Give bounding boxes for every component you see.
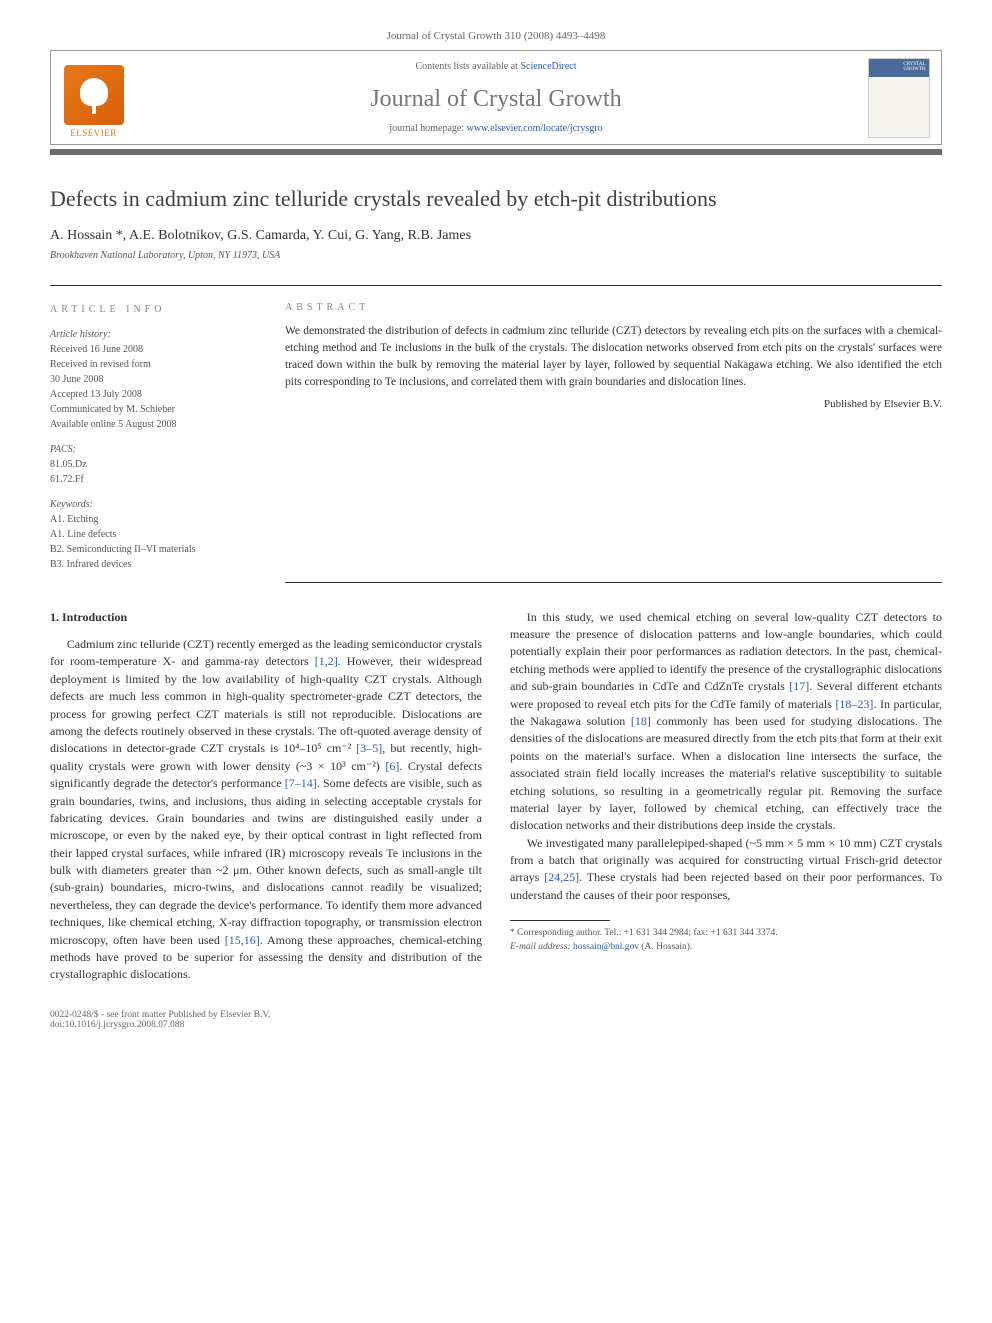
banner-center: Contents lists available at ScienceDirec…	[136, 51, 856, 144]
history-heading: Article history:	[50, 327, 255, 342]
journal-cover-block: CRYSTALGROWTH	[856, 51, 941, 144]
footnote-rule	[510, 920, 610, 921]
journal-title: Journal of Crystal Growth	[146, 86, 846, 113]
keyword: B3. Infrared devices	[50, 557, 255, 572]
email-line: E-mail address: hossain@bnl.gov (A. Hoss…	[510, 941, 942, 954]
published-by: Published by Elsevier B.V.	[285, 398, 942, 410]
history-revised: Received in revised form	[50, 357, 255, 372]
doi-line: doi:10.1016/j.jcrysgro.2008.07.088	[50, 1020, 942, 1030]
history-online: Available online 5 August 2008	[50, 417, 255, 432]
corr-author-line: * Corresponding author. Tel.: +1 631 344…	[510, 927, 942, 940]
abstract-text: We demonstrated the distribution of defe…	[285, 323, 942, 392]
citation-link[interactable]: [18–23]	[835, 697, 873, 711]
history-communicated: Communicated by M. Schieber	[50, 402, 255, 417]
pacs-heading: PACS:	[50, 442, 255, 457]
abstract-column: ABSTRACT We demonstrated the distributio…	[285, 302, 942, 572]
publisher-logo-block: ELSEVIER	[51, 51, 136, 144]
journal-cover-icon: CRYSTALGROWTH	[868, 58, 930, 138]
keyword: A1. Etching	[50, 512, 255, 527]
keyword: A1. Line defects	[50, 527, 255, 542]
contents-prefix: Contents lists available at	[415, 61, 520, 72]
contents-available-line: Contents lists available at ScienceDirec…	[146, 61, 846, 72]
citation-link[interactable]: [7–14]	[285, 776, 317, 790]
section-heading-intro: 1. Introduction	[50, 609, 482, 626]
tree-icon	[75, 76, 113, 114]
homepage-link[interactable]: www.elsevier.com/locate/jcrysgro	[467, 123, 603, 134]
pacs-code: 61.72.Ff	[50, 472, 255, 487]
issn-line: 0022-0248/$ - see front matter Published…	[50, 1010, 942, 1020]
page-footer: 0022-0248/$ - see front matter Published…	[50, 1010, 942, 1030]
keyword: B2. Semiconducting II–VI materials	[50, 542, 255, 557]
elsevier-logo-icon	[64, 65, 124, 125]
homepage-prefix: journal homepage:	[389, 123, 466, 134]
citation-link[interactable]: [17]	[789, 679, 809, 693]
affiliation: Brookhaven National Laboratory, Upton, N…	[50, 250, 942, 261]
publisher-banner: ELSEVIER Contents lists available at Sci…	[50, 50, 942, 145]
citation-link[interactable]: [1,2]	[315, 654, 338, 668]
abstract-heading: ABSTRACT	[285, 302, 942, 313]
body-para: We investigated many parallelepiped-shap…	[510, 835, 942, 905]
info-abstract-row: ARTICLE INFO Article history: Received 1…	[50, 285, 942, 572]
body-para: In this study, we used chemical etching …	[510, 609, 942, 835]
history-accepted: Accepted 13 July 2008	[50, 387, 255, 402]
running-header: Journal of Crystal Growth 310 (2008) 449…	[50, 30, 942, 42]
homepage-line: journal homepage: www.elsevier.com/locat…	[146, 123, 846, 134]
history-received: Received 16 June 2008	[50, 342, 255, 357]
citation-link[interactable]: [15,16]	[225, 933, 260, 947]
citation-link[interactable]: [24,25]	[544, 870, 579, 884]
history-revised-date: 30 June 2008	[50, 372, 255, 387]
article-title: Defects in cadmium zinc telluride crysta…	[50, 185, 942, 214]
citation-link[interactable]: [3–5]	[356, 741, 382, 755]
abstract-rule	[285, 582, 942, 583]
body-para: Cadmium zinc telluride (CZT) recently em…	[50, 636, 482, 984]
citation-link[interactable]: [6]	[385, 759, 399, 773]
banner-rule	[50, 149, 942, 155]
keywords-heading: Keywords:	[50, 497, 255, 512]
corresponding-author-footnote: * Corresponding author. Tel.: +1 631 344…	[510, 927, 942, 954]
article-body: 1. Introduction Cadmium zinc telluride (…	[50, 609, 942, 984]
email-link[interactable]: hossain@bnl.gov	[573, 942, 639, 952]
cover-label: CRYSTALGROWTH	[903, 62, 925, 73]
article-info-heading: ARTICLE INFO	[50, 302, 255, 317]
pacs-code: 81.05.Dz	[50, 457, 255, 472]
article-info: ARTICLE INFO Article history: Received 1…	[50, 302, 255, 572]
publisher-name: ELSEVIER	[70, 128, 117, 138]
citation-link[interactable]: [18]	[631, 714, 651, 728]
author-list: A. Hossain *, A.E. Bolotnikov, G.S. Cama…	[50, 228, 942, 244]
sciencedirect-link[interactable]: ScienceDirect	[520, 61, 576, 72]
